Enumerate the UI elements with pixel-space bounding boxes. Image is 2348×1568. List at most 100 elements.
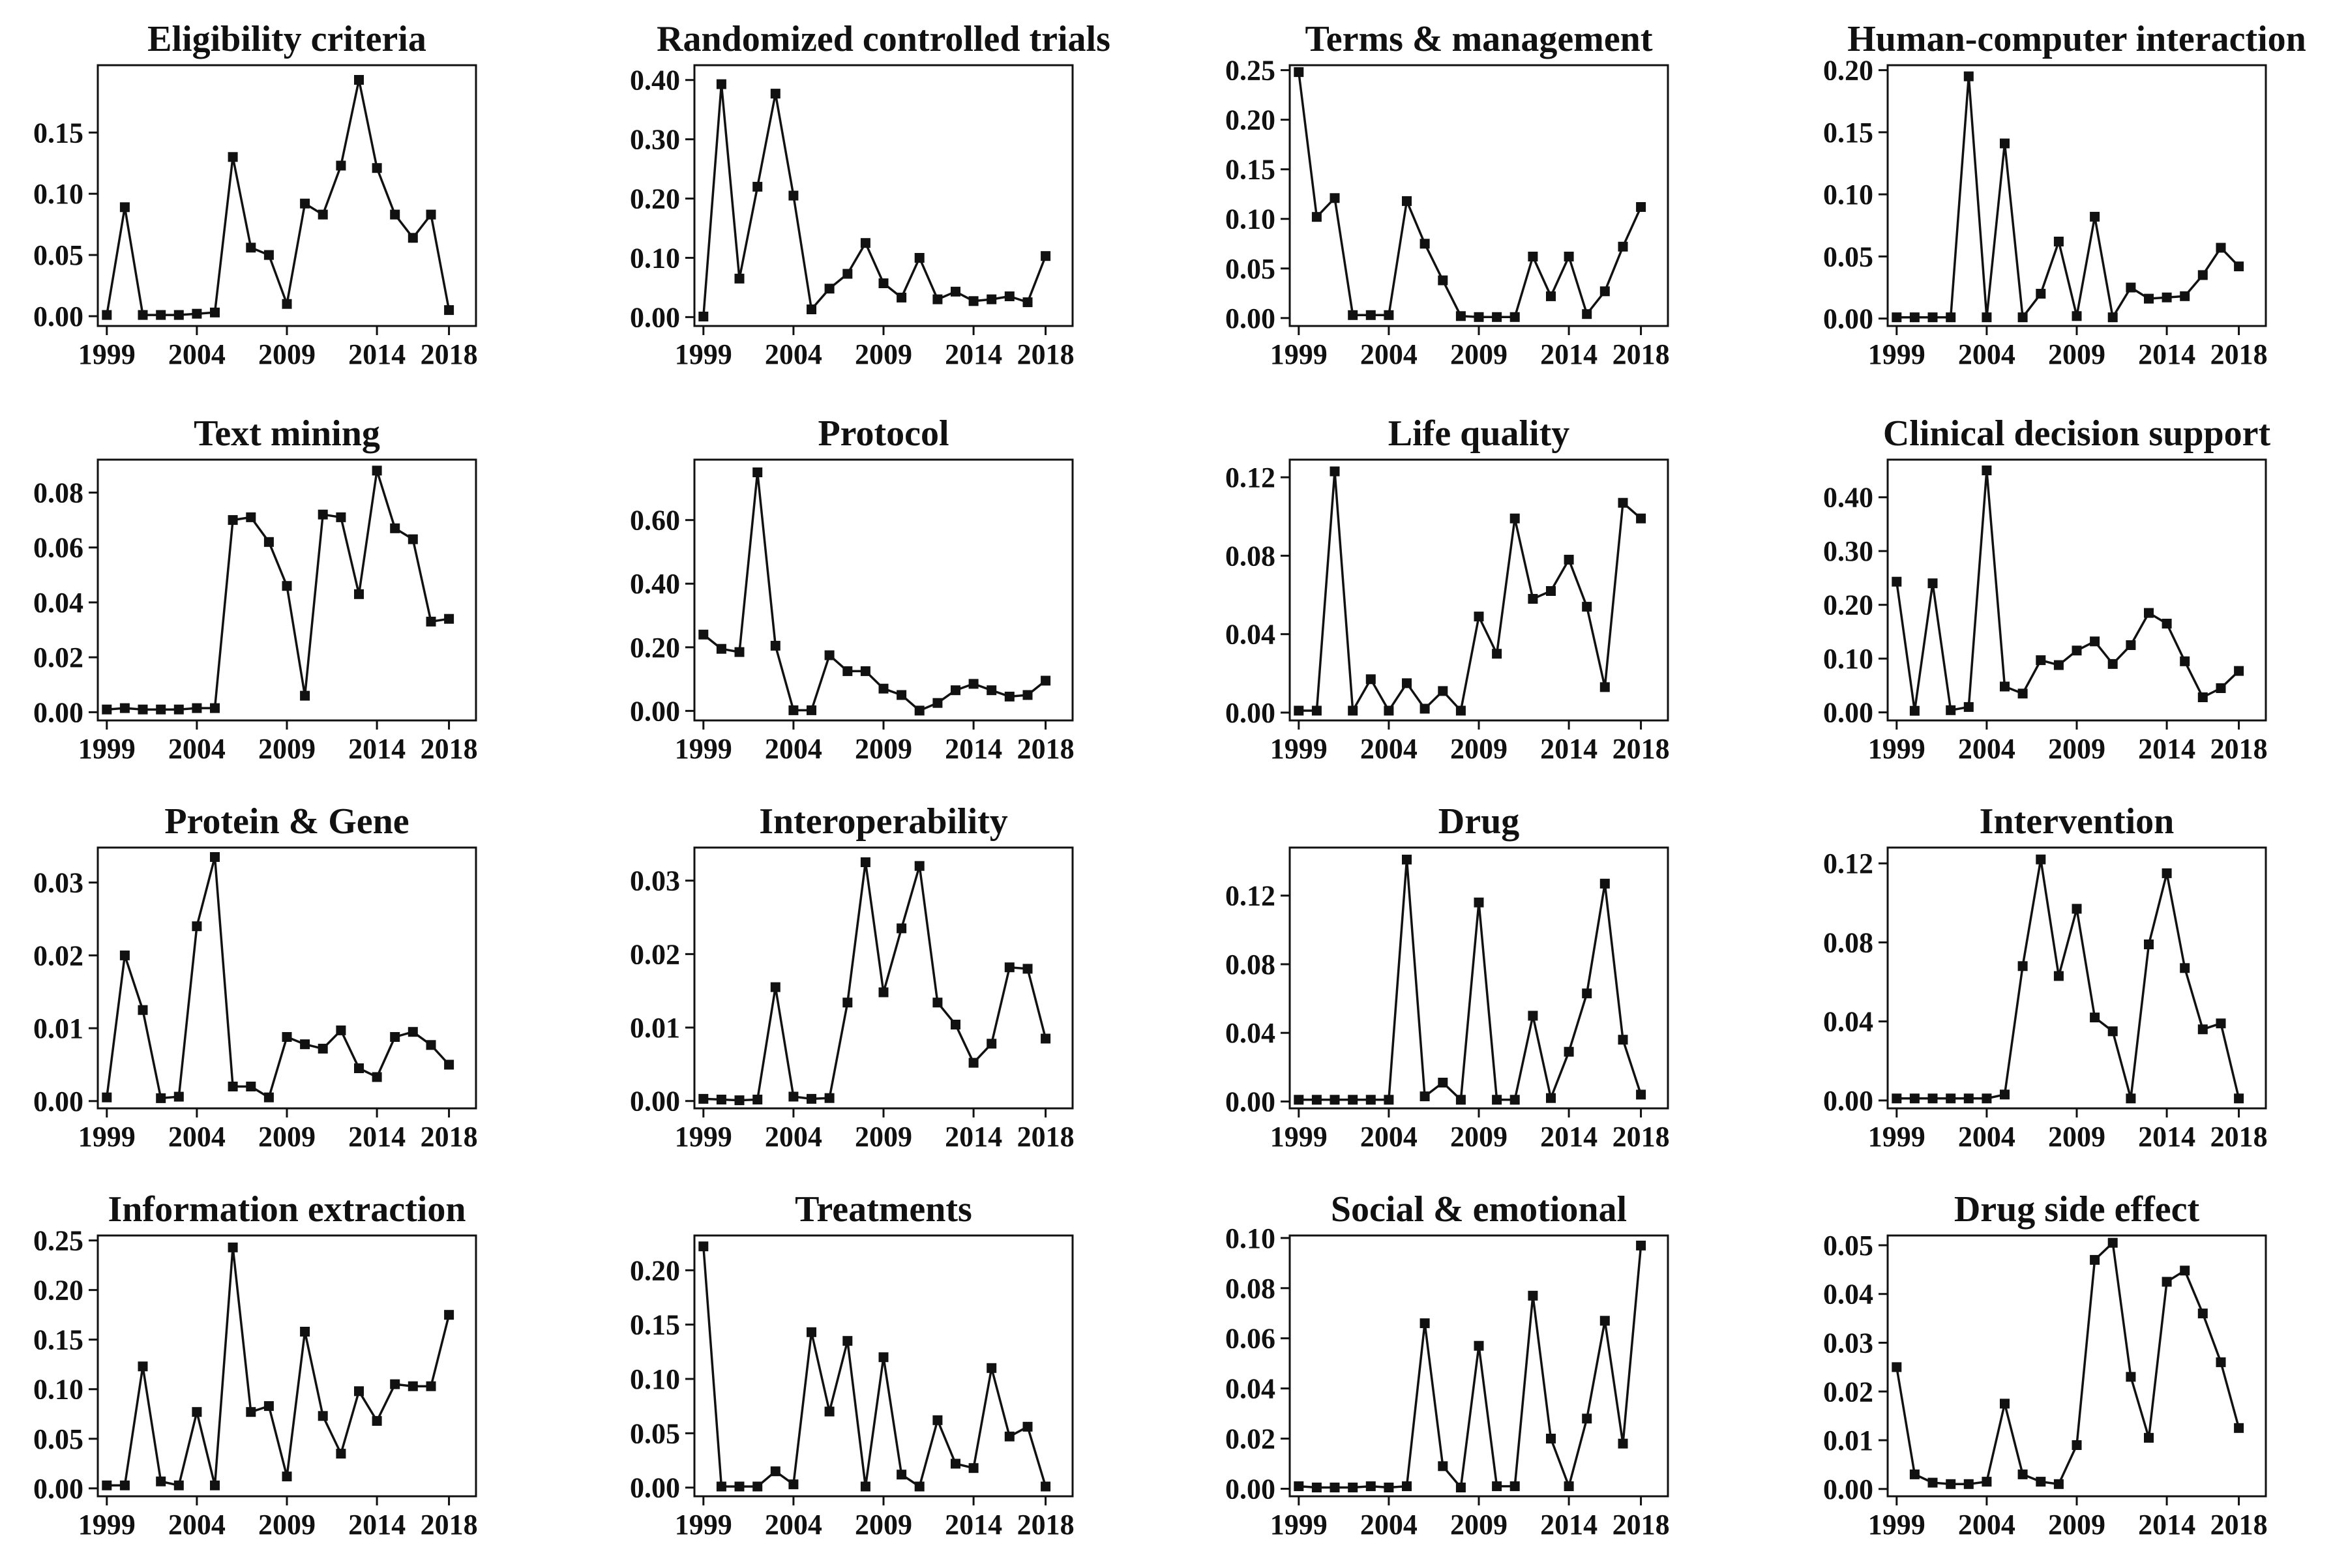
- chart-title: Eligibility criteria: [147, 19, 426, 59]
- data-point: [426, 1040, 436, 1050]
- y-tick-label: 0.10: [1225, 203, 1275, 235]
- data-point: [1384, 705, 1394, 716]
- data-point: [318, 1043, 328, 1054]
- data-point: [860, 857, 870, 867]
- data-point: [807, 304, 816, 314]
- data-point: [2090, 211, 2100, 222]
- data-point: [752, 181, 763, 192]
- x-tick-label: 2009: [258, 733, 316, 765]
- data-point: [2180, 291, 2190, 301]
- x-tick-label: 2018: [421, 338, 478, 370]
- x-tick-label: 2018: [421, 733, 478, 765]
- y-tick-label: 0.00: [1225, 1473, 1275, 1505]
- data-point: [987, 294, 997, 304]
- y-tick-label: 0.08: [1225, 1273, 1275, 1305]
- series-line: [106, 469, 449, 711]
- x-tick-label: 2004: [765, 338, 822, 370]
- data-point: [968, 679, 979, 689]
- data-point: [2197, 270, 2208, 280]
- data-point: [1311, 705, 1322, 716]
- y-tick-label: 0.05: [630, 1417, 680, 1449]
- data-point: [228, 515, 238, 525]
- data-point: [860, 1481, 870, 1492]
- data-point: [2162, 1277, 2172, 1287]
- data-point: [173, 310, 184, 320]
- data-point: [2197, 1024, 2208, 1035]
- data-point: [932, 998, 943, 1008]
- plot-frame: [97, 1234, 477, 1498]
- x-tick-label: 1999: [1270, 338, 1328, 370]
- data-point: [1528, 252, 1538, 261]
- data-point: [210, 307, 220, 318]
- data-point: [1492, 1095, 1502, 1105]
- data-point: [1348, 1095, 1358, 1105]
- data-point: [2017, 961, 2028, 971]
- x-tick-label: 2009: [2048, 1121, 2105, 1153]
- data-point: [2197, 692, 2208, 702]
- chart-panel: Human-computer interaction 0.00 0.05 0.10 0.…: [1823, 19, 2306, 370]
- y-tick-label: 0.00: [33, 301, 83, 333]
- data-point: [2162, 868, 2172, 878]
- x-tick-label: 1999: [78, 1121, 136, 1153]
- y-tick-label: 0.03: [33, 867, 83, 899]
- data-point: [1365, 1095, 1376, 1105]
- data-point: [354, 75, 364, 85]
- data-point: [228, 1242, 238, 1252]
- chart-title: Life quality: [1388, 413, 1569, 454]
- data-point: [1546, 1093, 1556, 1103]
- y-tick-label: 0.04: [1823, 1279, 1873, 1310]
- data-point: [1365, 310, 1376, 320]
- data-point: [2053, 1479, 2064, 1489]
- data-point: [102, 704, 112, 715]
- data-point: [968, 296, 979, 306]
- x-tick-label: 2014: [945, 1509, 1002, 1541]
- data-point: [156, 310, 166, 320]
- x-tick-label: 2018: [2210, 338, 2268, 370]
- y-tick-label: 0.00: [33, 696, 83, 728]
- data-point: [1927, 312, 1938, 323]
- data-point: [300, 690, 310, 701]
- x-tick-label: 2009: [2048, 733, 2105, 765]
- series-line: [702, 83, 1047, 317]
- data-point: [1528, 1011, 1538, 1021]
- x-tick-label: 2009: [855, 1121, 912, 1153]
- y-tick-label: 0.25: [1225, 55, 1275, 87]
- data-point: [878, 278, 889, 288]
- data-point: [192, 1407, 202, 1417]
- data-point: [698, 629, 709, 640]
- plot-frame: [1288, 458, 1669, 722]
- data-point: [951, 286, 960, 297]
- data-point: [2107, 1237, 2118, 1248]
- x-tick-label: 2009: [258, 1509, 316, 1541]
- data-point: [752, 1481, 763, 1492]
- data-point: [1509, 1481, 1520, 1492]
- data-point: [2000, 138, 2010, 149]
- data-point: [2090, 1013, 2100, 1023]
- data-point: [860, 238, 870, 248]
- y-tick-label: 0.10: [1823, 643, 1873, 675]
- chart-title: Drug side effect: [1954, 1189, 2200, 1230]
- data-point: [2107, 1026, 2118, 1037]
- data-point: [1330, 1095, 1340, 1105]
- data-point: [860, 666, 870, 676]
- data-point: [1509, 1095, 1520, 1105]
- plot-frame: [693, 846, 1074, 1110]
- data-point: [1022, 1421, 1033, 1432]
- data-point: [390, 1379, 400, 1389]
- y-tick-label: 0.40: [630, 65, 680, 96]
- data-point: [156, 1093, 166, 1103]
- data-point: [2126, 640, 2136, 650]
- chart-panel: Protocol 0.00 0.20 0.40 0.60 1999 2004 2009 2014…: [630, 413, 1075, 765]
- chart-panel: Drug 0.00 0.04 0.08 0.12 1999 2004 2009 2014 2018: [1225, 801, 1670, 1153]
- data-point: [1636, 1240, 1646, 1250]
- x-tick-label: 2004: [168, 733, 226, 765]
- data-point: [1528, 1290, 1538, 1301]
- x-tick-label: 2014: [348, 733, 406, 765]
- x-tick-label: 1999: [1270, 1509, 1328, 1541]
- data-point: [444, 614, 454, 624]
- y-tick-label: 0.04: [1823, 1006, 1873, 1038]
- chart-title: Information extraction: [108, 1189, 466, 1230]
- data-point: [1618, 1035, 1628, 1045]
- data-point: [2072, 645, 2082, 656]
